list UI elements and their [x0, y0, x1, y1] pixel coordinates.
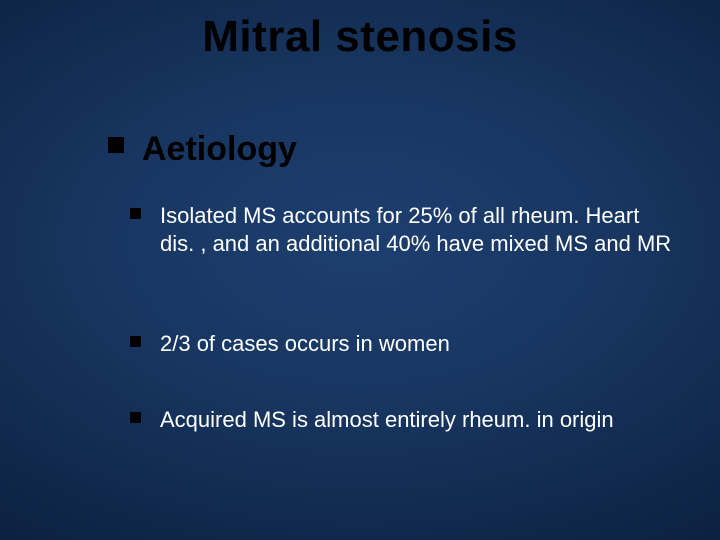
subheading-text: Aetiology: [142, 130, 297, 168]
slide: Mitral stenosis Aetiology Isolated MS ac…: [0, 0, 720, 540]
list-item: Isolated MS accounts for 25% of all rheu…: [130, 202, 676, 257]
bullet-icon: [130, 412, 141, 423]
bullet-icon: [130, 208, 141, 219]
list-item: Acquired MS is almost entirely rheum. in…: [130, 406, 676, 434]
list-item-text: Isolated MS accounts for 25% of all rheu…: [160, 202, 676, 257]
subheading: Aetiology: [108, 130, 297, 169]
list-item: 2/3 of cases occurs in women: [130, 330, 676, 358]
list-item-text: 2/3 of cases occurs in women: [160, 330, 676, 358]
slide-title: Mitral stenosis: [0, 12, 720, 62]
list-item-text: Acquired MS is almost entirely rheum. in…: [160, 406, 676, 434]
bullet-icon: [130, 336, 141, 347]
